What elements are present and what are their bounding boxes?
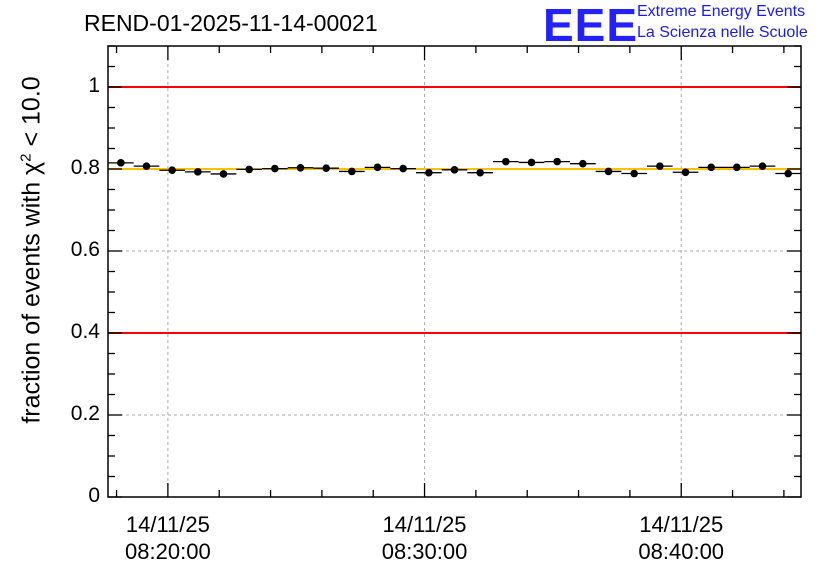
x-tick-label-time: 08:40:00 [638, 539, 725, 564]
y-tick-label: 0 [88, 484, 100, 507]
logo-text-line1: Extreme Energy Events [637, 3, 806, 20]
y-tick-label: 0.8 [70, 156, 100, 179]
y-tick-label: 0.2 [70, 402, 100, 425]
data-point [219, 170, 228, 178]
data-point [117, 159, 125, 167]
data-point [604, 167, 613, 176]
data-point [527, 158, 536, 167]
data-point [399, 164, 407, 173]
data-point [502, 157, 510, 166]
data-point [758, 162, 767, 170]
data-point [348, 167, 356, 176]
eee-logo: EEE [543, 0, 639, 51]
grid-lines [108, 46, 801, 497]
y-tick-label: 1 [88, 74, 100, 97]
data-point [194, 168, 202, 176]
chart-title: REND-01-2025-11-14-00021 [84, 10, 378, 36]
x-tick-label-time: 08:20:00 [125, 539, 211, 564]
reference-lines [108, 86, 801, 334]
x-tick-label-date: 14/11/25 [382, 512, 467, 537]
y-tick-label: 0.6 [70, 238, 100, 261]
data-point [630, 169, 638, 178]
data-point [733, 163, 741, 172]
data-point [656, 162, 664, 170]
data-point [707, 163, 715, 172]
data-point [245, 165, 253, 174]
data-point [450, 166, 459, 174]
data-point [168, 166, 176, 175]
axis-ticks [108, 45, 801, 498]
data-point [681, 168, 690, 177]
data-points [108, 157, 802, 178]
data-point [425, 168, 433, 177]
data-point [579, 159, 587, 168]
data-point [553, 157, 561, 166]
y-tick-label: 0.4 [70, 320, 100, 343]
data-point [296, 163, 305, 172]
x-tick-label-time: 08:30:00 [381, 539, 468, 564]
data-point [476, 168, 484, 177]
x-tick-label-date: 14/11/25 [639, 512, 724, 537]
data-point [373, 163, 382, 172]
data-point [322, 164, 330, 172]
data-point [784, 169, 792, 178]
data-point [271, 164, 279, 173]
x-tick-label-date: 14/11/25 [125, 512, 210, 537]
plot-frame [107, 45, 802, 498]
logo-text-line2: La Scienza nelle Scuole [637, 24, 808, 41]
data-point [142, 162, 151, 170]
